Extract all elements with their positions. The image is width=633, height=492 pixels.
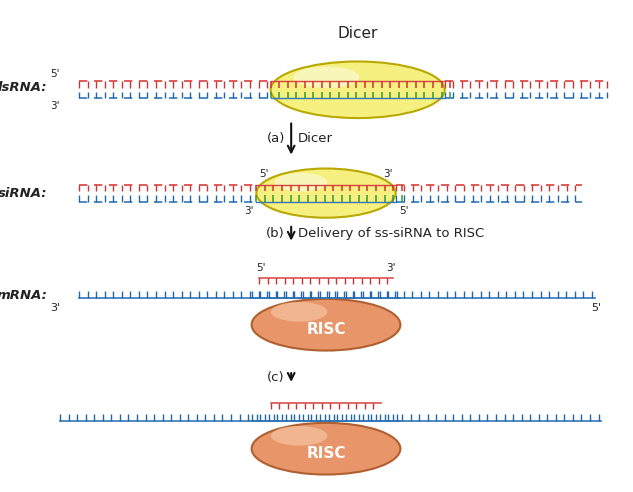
Text: Dicer: Dicer	[298, 132, 332, 146]
Text: (c): (c)	[267, 371, 285, 384]
Text: Dicer: Dicer	[337, 26, 378, 41]
Text: 5': 5'	[51, 69, 60, 79]
Ellipse shape	[256, 168, 396, 217]
Ellipse shape	[275, 173, 327, 191]
Text: siRNA:: siRNA:	[0, 186, 47, 200]
Ellipse shape	[271, 426, 327, 446]
Text: RISC: RISC	[306, 446, 346, 461]
Ellipse shape	[270, 62, 444, 118]
Ellipse shape	[252, 423, 400, 474]
Text: 3': 3'	[383, 169, 392, 179]
Text: (a): (a)	[266, 132, 285, 146]
Text: dsRNA:: dsRNA:	[0, 81, 47, 94]
Text: 5': 5'	[591, 303, 601, 312]
Text: 5': 5'	[260, 169, 269, 179]
Text: mRNA:: mRNA:	[0, 289, 47, 302]
Ellipse shape	[252, 299, 400, 350]
Ellipse shape	[271, 302, 327, 322]
Text: 5': 5'	[257, 263, 266, 273]
Text: Delivery of ss-siRNA to RISC: Delivery of ss-siRNA to RISC	[298, 227, 484, 240]
Ellipse shape	[293, 66, 360, 88]
Text: 3': 3'	[51, 303, 61, 312]
Text: 3': 3'	[385, 263, 395, 273]
Text: 3': 3'	[244, 206, 253, 215]
Text: RISC: RISC	[306, 322, 346, 337]
Text: (b): (b)	[266, 227, 285, 240]
Text: 3': 3'	[51, 101, 60, 111]
Text: 5': 5'	[399, 206, 408, 215]
